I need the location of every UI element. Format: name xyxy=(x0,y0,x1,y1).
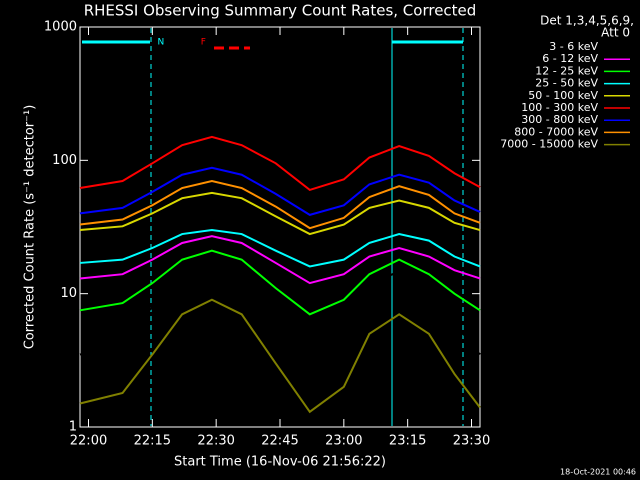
legend-label: 7000 - 15000 keV xyxy=(500,138,598,151)
x-tick-label: 22:30 xyxy=(197,434,234,449)
x-tick-label: 22:00 xyxy=(70,434,107,449)
series-line xyxy=(79,235,481,285)
series-line xyxy=(79,166,481,216)
legend-header: Det 1,3,4,5,6,9, xyxy=(540,14,634,28)
annotation: N xyxy=(157,38,164,48)
annotation: F xyxy=(201,38,206,48)
y-tick-label: 1000 xyxy=(44,20,77,35)
series-line xyxy=(79,135,481,192)
legend-label: 50 - 100 keV xyxy=(528,89,598,102)
x-tick-label: 22:45 xyxy=(261,434,298,449)
legend-label: 300 - 800 keV xyxy=(521,113,598,126)
legend-label: 6 - 12 keV xyxy=(542,52,598,65)
footer: 18-Oct-2021 00:46 xyxy=(560,468,636,477)
y-axis-label: Corrected Count Rate (s⁻¹ detector⁻¹) xyxy=(23,105,38,350)
legend-label: 3 - 6 keV xyxy=(549,40,598,53)
legend-header: Att 0 xyxy=(601,26,630,40)
series-line xyxy=(79,229,481,268)
x-tick-label: 22:15 xyxy=(134,434,171,449)
series-line xyxy=(79,191,481,236)
series-line xyxy=(79,298,481,414)
y-tick-label: 100 xyxy=(52,153,77,168)
y-tick-label: 10 xyxy=(60,286,77,301)
legend-label: 100 - 300 keV xyxy=(521,101,598,114)
series-line xyxy=(79,179,481,230)
series-line xyxy=(79,252,481,356)
plot-frame xyxy=(79,26,481,428)
x-tick-label: 23:00 xyxy=(325,434,362,449)
x-tick-label: 23:15 xyxy=(389,434,426,449)
legend-label: 800 - 7000 keV xyxy=(514,125,598,138)
series-line xyxy=(79,249,481,316)
chart-title: RHESSI Observing Summary Count Rates, Co… xyxy=(84,2,477,20)
x-tick-label: 23:30 xyxy=(453,434,490,449)
legend-label: 25 - 50 keV xyxy=(535,77,598,90)
x-axis-label: Start Time (16-Nov-06 21:56:22) xyxy=(174,455,386,470)
y-tick-label: 1 xyxy=(69,420,77,435)
legend-label: 12 - 25 keV xyxy=(535,64,598,77)
